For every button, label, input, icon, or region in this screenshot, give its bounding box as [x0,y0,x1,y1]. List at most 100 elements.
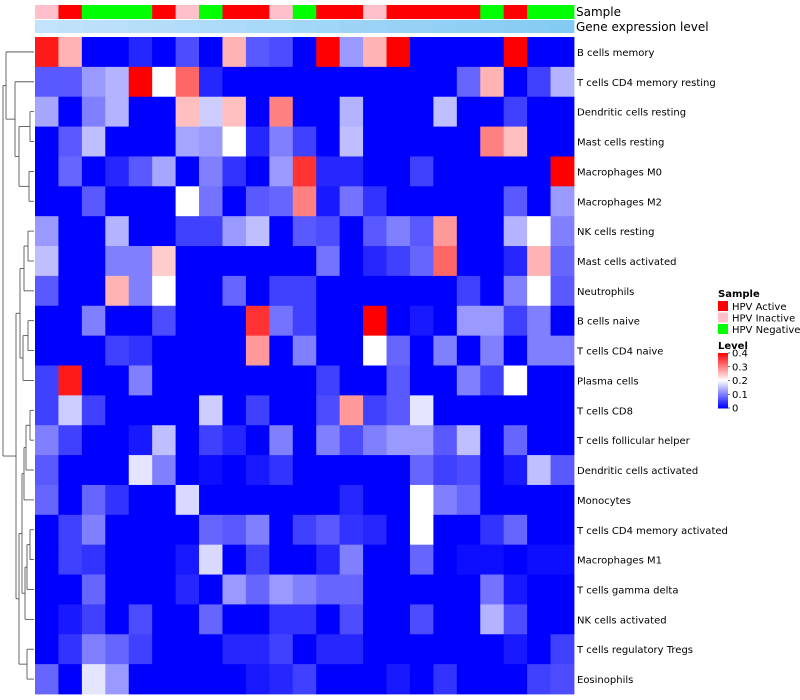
heatmap-cell [292,455,317,486]
level-legend-gradient [718,357,728,359]
heatmap-cell [292,484,317,516]
heatmap-cell [339,604,364,635]
heatmap-cell [363,305,387,337]
heatmap-cell [128,425,153,456]
heatmap-cell [105,634,130,665]
heatmap-cell [339,126,364,157]
heatmap-cell [35,275,59,307]
heatmap-cell [222,425,247,456]
heatmap-cell [128,604,153,635]
heatmap-cell [58,335,83,366]
heatmap-cell [35,335,59,366]
heatmap-cell [199,126,223,157]
row-label: Monocytes [577,496,631,507]
heatmap-cell [58,455,83,486]
heatmap-cell [550,604,575,635]
heatmap-cell [292,246,317,277]
heatmap-cell [81,455,106,486]
heatmap-cell [222,634,247,665]
heatmap-cell [433,514,458,546]
heatmap-cell [175,514,200,546]
heatmap-cell [550,186,575,217]
heatmap-cell [175,365,200,396]
heatmap-cell [433,634,458,665]
heatmap-cell [128,66,153,98]
heatmap-cell [433,574,458,605]
level-legend-gradient [718,398,728,401]
heatmap-cell [339,275,364,307]
heatmap-cell [199,37,223,68]
heatmap-cell [199,156,223,187]
heatmap-cell [81,514,106,546]
heatmap-cell [292,365,317,396]
row-label: Dendritic cells activated [577,466,698,477]
sample-annotation-cell [245,5,270,19]
heatmap-cell [386,275,411,307]
heatmap-cell [480,484,505,516]
heatmap-cell [386,395,411,426]
heatmap-cell [105,126,130,157]
heatmap-cell [81,335,106,366]
heatmap-cell [152,37,177,68]
heatmap-cell [503,604,528,635]
heatmap-cell [480,664,505,695]
heatmap-cell [316,216,341,247]
heatmap-cell [503,126,528,157]
gene-expression-annotation-cell [58,20,83,33]
heatmap-cell [292,186,317,217]
row-label: T cells follicular helper [576,436,691,447]
heatmap-cell [527,275,551,307]
heatmap-cell [503,275,528,307]
level-legend-gradient [718,395,728,398]
heatmap-cell [152,484,177,516]
heatmap-cell [316,425,341,456]
heatmap-cell [269,156,294,187]
heatmap-cell [269,634,294,665]
heatmap-cell [105,246,130,277]
sample-annotation-cell [363,5,387,19]
level-legend-gradient [718,380,728,383]
gene-expression-annotation-cell [456,20,481,33]
level-legend-gradient [718,354,728,357]
row-label: NK cells resting [577,227,654,238]
heatmap-cell [527,634,551,665]
sample-annotation-cell [175,5,200,19]
heatmap-cell [269,186,294,217]
heatmap-cell [409,544,434,575]
heatmap-cell [292,126,317,157]
level-legend-gradient [718,402,728,405]
heatmap-cell [199,484,223,516]
heatmap-cell [456,425,481,456]
heatmap-cell [409,664,434,695]
heatmap-cell [503,365,528,396]
heatmap-cell [199,455,223,486]
heatmap-cell [503,574,528,605]
row-label: Neutrophils [577,287,634,298]
level-legend-tick-label: 0.2 [732,376,748,387]
level-legend-gradient [718,405,728,408]
heatmap-cell [480,186,505,217]
heatmap-cell [456,514,481,546]
heatmap-cell [503,305,528,337]
level-legend-gradient [718,379,728,381]
heatmap-cell [409,455,434,486]
heatmap-cell [550,425,575,456]
heatmap-cell [433,484,458,516]
heatmap-cell [503,544,528,575]
heatmap-cell [175,634,200,665]
heatmap-cell [339,335,364,366]
heatmap-cell [363,574,387,605]
heatmap-cell [128,216,153,247]
heatmap-cell [527,156,551,187]
heatmap-cell [363,66,387,98]
sample-annotation-cell [433,5,458,19]
heatmap-cell [386,96,411,127]
heatmap-cell [503,246,528,277]
heatmap-cell [35,365,59,396]
heatmap-cell [35,96,59,127]
heatmap-cell [480,514,505,546]
row-dendrogram [2,51,34,680]
heatmap-cell [386,664,411,695]
row-label: Macrophages M0 [577,167,662,178]
row-label: T cells CD4 memory resting [576,78,716,89]
